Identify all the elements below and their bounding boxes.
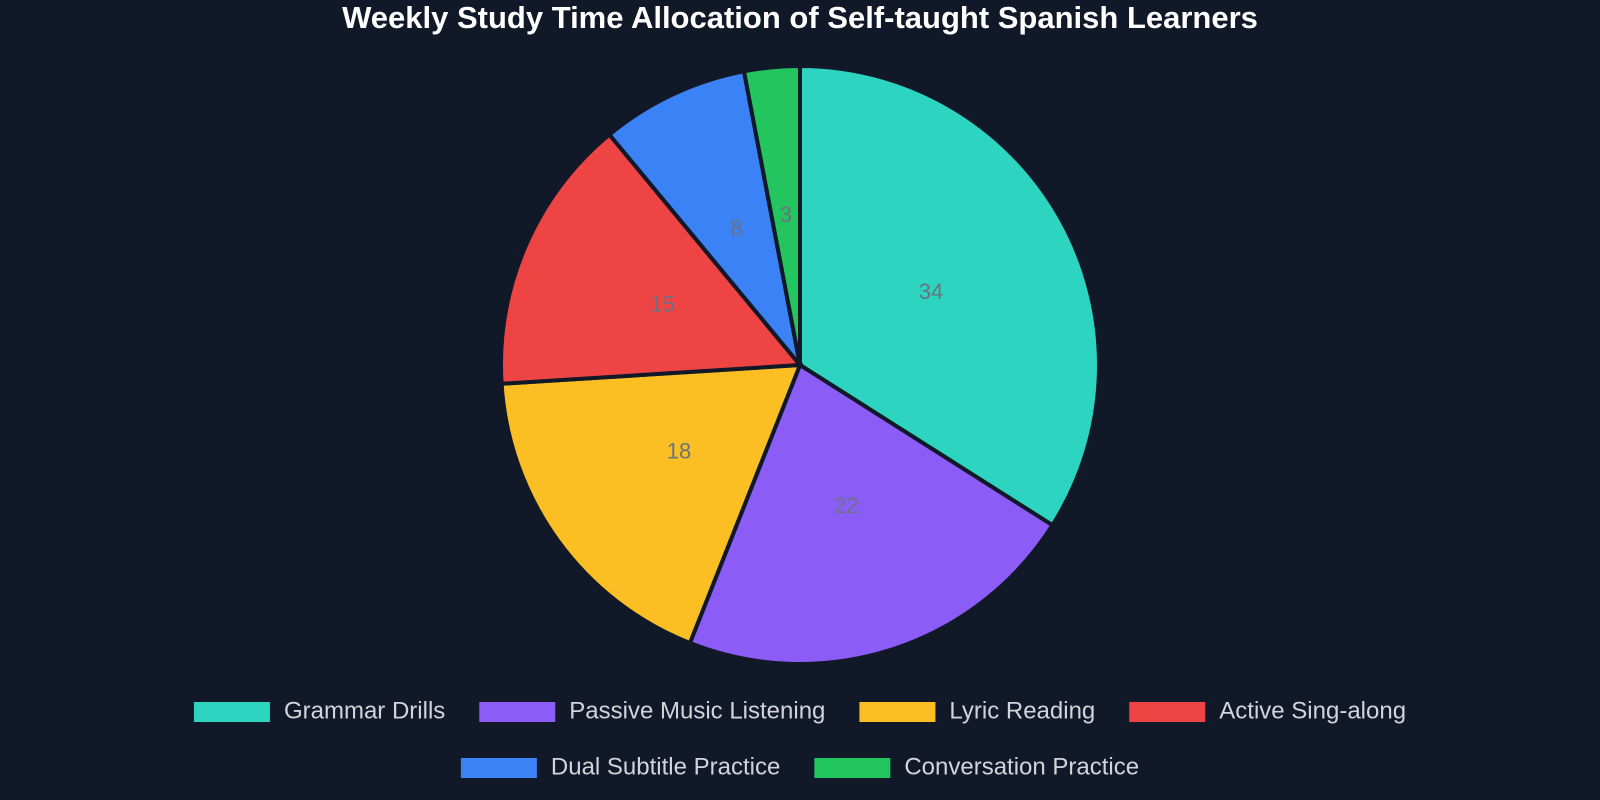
legend-swatch [814,758,891,778]
legend-label: Lyric Reading [949,697,1095,724]
legend-label: Dual Subtitle Practice [551,753,780,780]
legend-swatch [479,702,556,722]
pie-slice [499,362,804,646]
data-label: 15 [651,291,675,316]
legend-swatch [460,758,537,778]
data-label: 18 [667,439,691,464]
data-label: 34 [919,279,943,304]
legend-label: Grammar Drills [284,697,445,724]
pie-slice [606,68,802,367]
legend-item: Passive Music Listening [479,697,825,724]
legend-swatch [1129,702,1206,722]
chart-title: Weekly Study Time Allocation of Self-tau… [342,0,1258,35]
legend-swatch [193,702,270,722]
pie-slice [687,362,1056,666]
data-label: 3 [780,202,792,227]
legend-item: Lyric Reading [859,697,1095,724]
legend-label: Conversation Practice [904,753,1139,780]
pie-slice [741,63,802,366]
legend-item: Conversation Practice [814,753,1139,780]
legend-label: Passive Music Listening [569,697,825,724]
legend-item: Active Sing-along [1129,697,1406,724]
legend-swatch [859,702,936,722]
pie-slice [499,131,805,386]
legend-label: Active Sing-along [1219,697,1406,724]
legend-item: Grammar Drills [193,697,445,724]
data-label: 8 [730,216,742,241]
legend-item: Dual Subtitle Practice [460,753,780,780]
data-label: 22 [834,493,858,518]
